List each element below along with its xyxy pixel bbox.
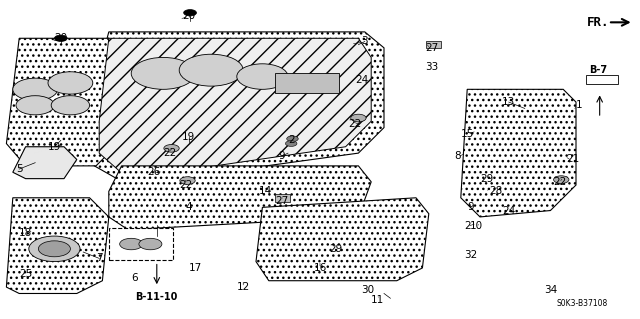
Text: 17: 17	[189, 263, 202, 273]
Circle shape	[184, 10, 196, 16]
FancyBboxPatch shape	[586, 75, 618, 84]
Circle shape	[38, 241, 70, 257]
Text: S0K3-B37108: S0K3-B37108	[557, 299, 608, 308]
Text: 24: 24	[502, 205, 515, 216]
Circle shape	[29, 236, 80, 262]
Text: 27: 27	[426, 43, 438, 53]
Polygon shape	[461, 89, 576, 217]
Text: 9: 9	[278, 151, 285, 161]
Text: 6: 6	[131, 272, 138, 283]
Text: 8: 8	[454, 151, 461, 161]
Text: 25: 25	[19, 269, 32, 279]
Text: 26: 26	[147, 167, 160, 177]
Text: 22: 22	[163, 148, 176, 158]
Circle shape	[131, 57, 195, 89]
FancyBboxPatch shape	[109, 228, 173, 260]
Text: 32: 32	[464, 250, 477, 260]
Circle shape	[351, 114, 366, 122]
Polygon shape	[109, 166, 371, 230]
Circle shape	[554, 176, 569, 183]
Text: 5: 5	[16, 164, 22, 174]
Text: 10: 10	[470, 221, 483, 232]
Text: 7: 7	[96, 253, 102, 263]
Text: 24: 24	[355, 75, 368, 85]
Polygon shape	[13, 147, 77, 179]
Text: 19: 19	[182, 132, 195, 142]
Circle shape	[287, 136, 298, 142]
Bar	[275, 73, 339, 93]
Circle shape	[13, 78, 58, 100]
Text: FR.: FR.	[587, 16, 610, 29]
Text: B-7: B-7	[589, 65, 607, 75]
Text: 30: 30	[362, 285, 374, 295]
Circle shape	[180, 177, 195, 184]
Text: 3: 3	[362, 36, 368, 47]
Text: 29: 29	[330, 244, 342, 254]
Text: 14: 14	[259, 186, 272, 197]
Text: 22: 22	[554, 177, 566, 187]
Circle shape	[54, 35, 67, 41]
Text: 28: 28	[490, 186, 502, 197]
Circle shape	[120, 238, 143, 250]
Bar	[275, 194, 290, 202]
Text: B-11-10: B-11-10	[136, 292, 178, 302]
Text: 4: 4	[186, 202, 192, 212]
Text: 33: 33	[426, 62, 438, 72]
Text: 16: 16	[314, 263, 326, 273]
Text: 27: 27	[275, 196, 288, 206]
Text: 22: 22	[179, 180, 192, 190]
Text: 29: 29	[480, 174, 493, 184]
Circle shape	[51, 96, 90, 115]
Polygon shape	[256, 198, 429, 281]
Text: 19: 19	[48, 142, 61, 152]
Circle shape	[285, 141, 297, 146]
Text: 20: 20	[182, 11, 195, 21]
Polygon shape	[83, 32, 384, 185]
Circle shape	[179, 54, 243, 86]
Circle shape	[48, 72, 93, 94]
Text: 1: 1	[576, 100, 582, 110]
Text: 11: 11	[371, 295, 384, 305]
Text: 9: 9	[467, 202, 474, 212]
Text: 21: 21	[566, 154, 579, 165]
Polygon shape	[99, 38, 371, 179]
Circle shape	[139, 238, 162, 250]
Text: 12: 12	[237, 282, 250, 292]
Circle shape	[237, 64, 288, 89]
Text: 13: 13	[502, 97, 515, 107]
Polygon shape	[6, 198, 109, 293]
Bar	[426, 41, 441, 48]
Circle shape	[16, 96, 54, 115]
Polygon shape	[6, 38, 128, 166]
Text: 22: 22	[349, 119, 362, 130]
Circle shape	[164, 145, 179, 152]
Text: 20: 20	[54, 33, 67, 43]
Text: 18: 18	[19, 228, 32, 238]
Text: 34: 34	[544, 285, 557, 295]
Text: 15: 15	[461, 129, 474, 139]
Text: 2: 2	[288, 135, 294, 145]
Text: 2: 2	[464, 221, 470, 232]
